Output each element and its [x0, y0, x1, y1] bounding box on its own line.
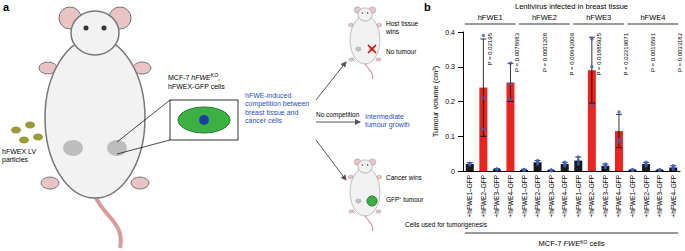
svg-text:P = 0.02219871: P = 0.02219871: [623, 32, 629, 75]
html-text:No competition: No competition: [316, 111, 360, 118]
html-text:GFP⁺ tumour: GFP⁺ tumour: [386, 196, 424, 203]
svg-text:P = 0.01885925: P = 0.01885925: [596, 32, 602, 75]
svg-text:0.4: 0.4: [445, 29, 455, 36]
svg-text:+hFWE3–GFP: +hFWE3–GFP: [656, 175, 663, 217]
svg-text:P = 0.0001208: P = 0.0001208: [542, 32, 548, 72]
svg-text:0.3: 0.3: [445, 63, 455, 70]
svg-text:hFWE3: hFWE3: [586, 13, 611, 22]
svg-text:hFWE2: hFWE2: [532, 13, 557, 22]
svg-text:+hFWE2–GFP: +hFWE2–GFP: [480, 175, 487, 217]
svg-text:+hFWE1–GFP: +hFWE1–GFP: [575, 175, 582, 217]
svg-text:MCF-7: MCF-7: [539, 239, 564, 248]
svg-text:+hFWE4–GFP: +hFWE4–GFP: [561, 175, 568, 217]
svg-text:b: b: [424, 1, 431, 13]
svg-text:P = 0.0078683: P = 0.0078683: [514, 32, 520, 72]
svg-text:P = 0.00642009: P = 0.00642009: [569, 32, 575, 75]
svg-text:0.2: 0.2: [445, 98, 455, 105]
svg-text:cells: cells: [587, 239, 604, 248]
svg-text:+hFWE1–GFP: +hFWE1–GFP: [629, 175, 636, 217]
svg-text:P = 0.0033182: P = 0.0033182: [677, 32, 683, 72]
svg-text:KO: KO: [580, 239, 587, 245]
svg-text:+hFWE2–GFP: +hFWE2–GFP: [534, 175, 541, 217]
svg-text:0: 0: [451, 168, 455, 175]
svg-text:hFWE1: hFWE1: [478, 13, 503, 22]
html-text:Cancer wins: Cancer wins: [386, 174, 422, 181]
html-text:a: a: [3, 1, 10, 13]
svg-text:+hFWE4–GFP: +hFWE4–GFP: [670, 175, 677, 217]
svg-text:Lentivirus infected in breast: Lentivirus infected in breast tissue: [515, 2, 628, 11]
svg-text:+hFWE2–GFP: +hFWE2–GFP: [643, 175, 650, 217]
svg-text:+hFWE4–GFP: +hFWE4–GFP: [507, 175, 514, 217]
svg-text:FWE: FWE: [564, 239, 582, 248]
svg-text:Tumour volume (cm³): Tumour volume (cm³): [431, 65, 440, 137]
svg-text:+hFWE1–GFP: +hFWE1–GFP: [466, 175, 473, 217]
html-text:hFWEX LV particles: hFWEX LV particles: [2, 148, 37, 164]
html-text:Intermediate tumour growth: Intermediate tumour growth: [365, 113, 410, 129]
svg-text:+hFWE3–GFP: +hFWE3–GFP: [493, 175, 500, 217]
svg-text:Cells used for tumorigenesis: Cells used for tumorigenesis: [405, 221, 488, 229]
svg-text:0.1: 0.1: [445, 133, 455, 140]
svg-text:hFWE4: hFWE4: [640, 13, 665, 22]
html-text:Host tissue wins: Host tissue wins: [386, 20, 419, 35]
svg-text:P = 0.02195: P = 0.02195: [487, 32, 493, 65]
svg-text:+hFWE4–GFP: +hFWE4–GFP: [615, 175, 622, 217]
html-text:hFWE-induced competition betwe: hFWE-induced competition between breast …: [245, 92, 310, 125]
svg-text:+hFWE2–GFP: +hFWE2–GFP: [588, 175, 595, 217]
html-text:MCF-7 hFWEKO, hFWEX-GFP cells: MCF-7 hFWEKO, hFWEX-GFP cells: [168, 72, 225, 90]
svg-text:P = 0.0016591: P = 0.0016591: [650, 32, 656, 72]
html-text:No tumour: No tumour: [386, 48, 417, 55]
svg-text:+hFWE1–GFP: +hFWE1–GFP: [521, 175, 528, 217]
svg-text:+hFWE3–GFP: +hFWE3–GFP: [602, 175, 609, 217]
svg-text:+hFWE3–GFP: +hFWE3–GFP: [548, 175, 555, 217]
